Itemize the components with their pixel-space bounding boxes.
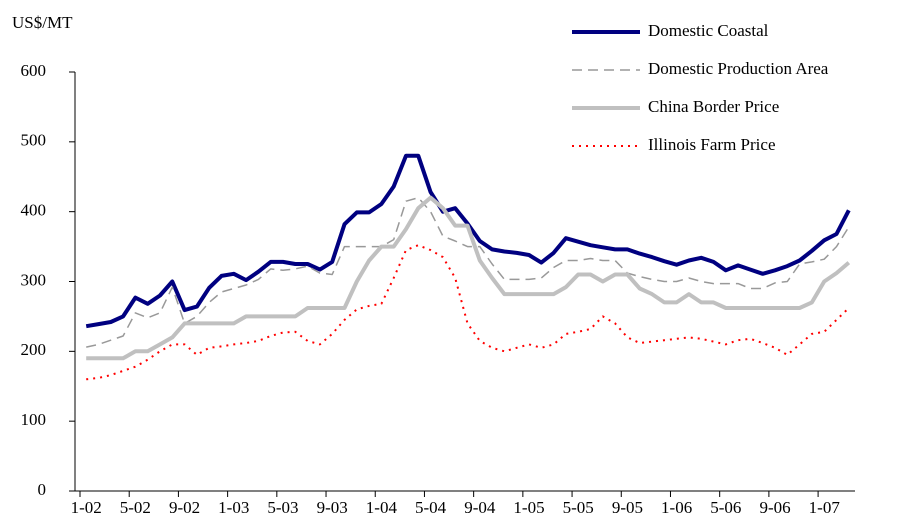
- x-tick-label: 9-03: [317, 498, 348, 517]
- x-tick-label: 1-07: [809, 498, 841, 517]
- x-tick-label: 9-04: [464, 498, 496, 517]
- series-line: [85, 153, 851, 329]
- y-tick-label: 200: [21, 340, 47, 359]
- legend-label: Illinois Farm Price: [648, 135, 775, 154]
- x-tick-label: 1-05: [513, 498, 544, 517]
- x-tick-label: 5-02: [120, 498, 151, 517]
- y-tick-label: 500: [21, 131, 47, 150]
- x-tick-label: 9-05: [612, 498, 643, 517]
- x-tick-label: 1-03: [218, 498, 249, 517]
- x-tick-label: 1-04: [366, 498, 398, 517]
- x-tick-label: 9-06: [759, 498, 790, 517]
- x-tick-label: 1-06: [661, 498, 692, 517]
- x-tick-label: 5-06: [710, 498, 741, 517]
- legend-label: Domestic Production Area: [648, 59, 829, 78]
- legend-label: Domestic Coastal: [648, 21, 769, 40]
- series-line: [86, 244, 850, 381]
- y-tick-label: 0: [38, 480, 47, 499]
- y-tick-label: 400: [21, 201, 47, 220]
- legend-label: China Border Price: [648, 97, 779, 116]
- x-tick-label: 1-02: [71, 498, 102, 517]
- y-axis-label: US$/MT: [12, 13, 73, 32]
- x-tick-label: 5-04: [415, 498, 447, 517]
- series-line: [86, 196, 850, 348]
- x-tick-label: 9-02: [169, 498, 200, 517]
- x-tick-label: 5-05: [563, 498, 594, 517]
- series-line: [86, 195, 851, 361]
- y-tick-label: 300: [21, 270, 47, 289]
- y-tick-label: 600: [21, 61, 47, 80]
- y-tick-label: 100: [21, 410, 47, 429]
- x-tick-label: 5-03: [267, 498, 298, 517]
